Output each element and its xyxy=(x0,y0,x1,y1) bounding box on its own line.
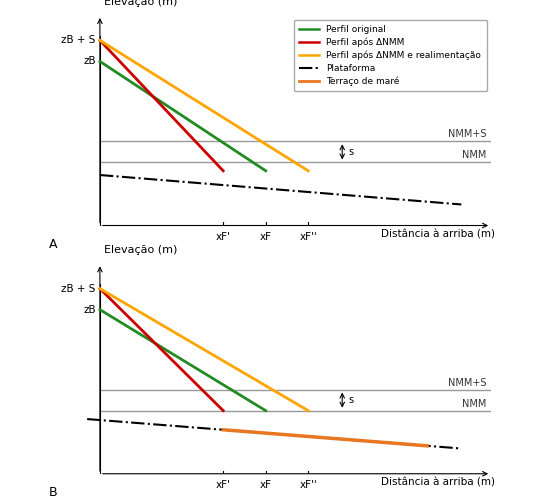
Text: NMM+S: NMM+S xyxy=(448,377,487,388)
Text: xF: xF xyxy=(259,232,272,242)
Text: s: s xyxy=(349,147,354,157)
Text: NMM+S: NMM+S xyxy=(448,129,487,139)
Text: xF'': xF'' xyxy=(299,232,317,242)
Text: zB: zB xyxy=(83,304,95,314)
Text: xF'': xF'' xyxy=(299,480,317,490)
Legend: Perfil original, Perfil após ΔNMM, Perfil após ΔNMM e realimentação, Plataforma,: Perfil original, Perfil após ΔNMM, Perfi… xyxy=(294,20,487,91)
Text: zB: zB xyxy=(83,56,95,67)
Text: A: A xyxy=(49,238,57,251)
Text: xF: xF xyxy=(259,480,272,490)
Text: xF': xF' xyxy=(216,232,230,242)
Text: s: s xyxy=(349,395,354,405)
Text: Elevação (m): Elevação (m) xyxy=(104,0,177,7)
Text: zB + S: zB + S xyxy=(61,284,95,294)
Text: xF': xF' xyxy=(216,480,230,490)
Text: Distância à arriba (m): Distância à arriba (m) xyxy=(381,230,496,240)
Text: Distância à arriba (m): Distância à arriba (m) xyxy=(381,478,496,488)
Text: Elevação (m): Elevação (m) xyxy=(104,245,177,255)
Text: NMM: NMM xyxy=(463,150,487,160)
Text: NMM: NMM xyxy=(463,399,487,409)
Text: B: B xyxy=(49,486,57,499)
Text: zB + S: zB + S xyxy=(61,35,95,45)
